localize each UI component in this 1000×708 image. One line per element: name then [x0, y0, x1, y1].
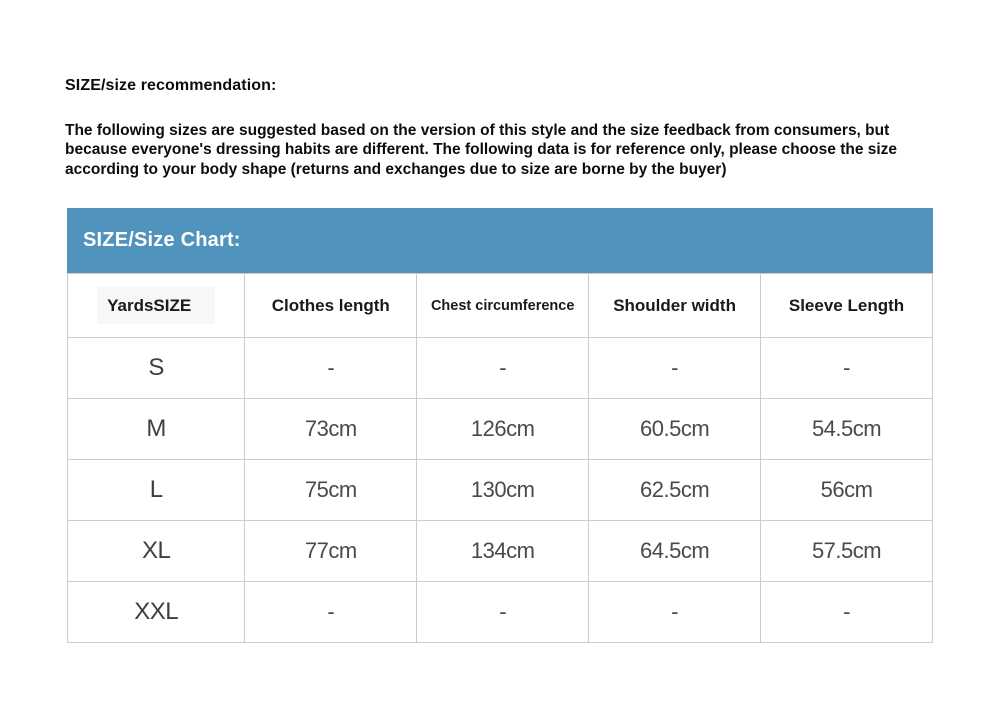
- chest-circumference-cell: -: [416, 337, 590, 399]
- column-header-clothes-length: Clothes length: [244, 273, 418, 338]
- size-cell: L: [66, 459, 246, 521]
- clothes-length-cell: -: [244, 337, 418, 399]
- sleeve-length-cell: 56cm: [760, 459, 933, 521]
- size-cell: M: [66, 398, 246, 460]
- size-chart-banner-title: SIZE/Size Chart:: [83, 229, 241, 251]
- column-header-size-label: YardsSIZE: [97, 286, 216, 324]
- table-row-xxl: XXL - - - -: [66, 581, 933, 643]
- clothes-length-cell: -: [244, 581, 418, 643]
- chest-circumference-cell: 134cm: [416, 520, 590, 582]
- column-header-chest-circumference: Chest circumference: [416, 273, 590, 338]
- chest-circumference-cell: 130cm: [416, 459, 590, 521]
- clothes-length-cell: 73cm: [244, 398, 418, 460]
- size-recommendation-heading: SIZE/size recommendation:: [65, 77, 277, 94]
- shoulder-width-cell: 60.5cm: [588, 398, 762, 460]
- table-row-s: S - - - -: [66, 337, 933, 399]
- chest-circumference-cell: -: [416, 581, 590, 643]
- sleeve-length-cell: 54.5cm: [760, 398, 933, 460]
- table-row-m: M 73cm 126cm 60.5cm 54.5cm: [66, 398, 933, 460]
- clothes-length-cell: 77cm: [244, 520, 418, 582]
- shoulder-width-cell: 64.5cm: [588, 520, 762, 582]
- shoulder-width-cell: -: [588, 337, 762, 399]
- column-header-size: YardsSIZE: [66, 273, 246, 338]
- sleeve-length-cell: -: [760, 581, 933, 643]
- size-cell: XL: [66, 520, 246, 582]
- size-cell: S: [66, 337, 246, 399]
- column-header-shoulder-width: Shoulder width: [588, 273, 762, 338]
- chest-circumference-cell: 126cm: [416, 398, 590, 460]
- column-header-sleeve-length: Sleeve Length: [760, 273, 933, 338]
- size-cell: XXL: [66, 581, 246, 643]
- size-chart-banner: SIZE/Size Chart:: [67, 208, 933, 273]
- clothes-length-cell: 75cm: [244, 459, 418, 521]
- table-row-l: L 75cm 130cm 62.5cm 56cm: [66, 459, 933, 521]
- table-row-xl: XL 77cm 134cm 64.5cm 57.5cm: [66, 520, 933, 582]
- sleeve-length-cell: -: [760, 337, 933, 399]
- shoulder-width-cell: 62.5cm: [588, 459, 762, 521]
- sleeve-length-cell: 57.5cm: [760, 520, 933, 582]
- size-chart-table: YardsSIZE Clothes length Chest circumfer…: [66, 273, 933, 643]
- shoulder-width-cell: -: [588, 581, 762, 643]
- table-header-row: YardsSIZE Clothes length Chest circumfer…: [66, 273, 933, 338]
- size-disclaimer-paragraph: The following sizes are suggested based …: [65, 122, 898, 178]
